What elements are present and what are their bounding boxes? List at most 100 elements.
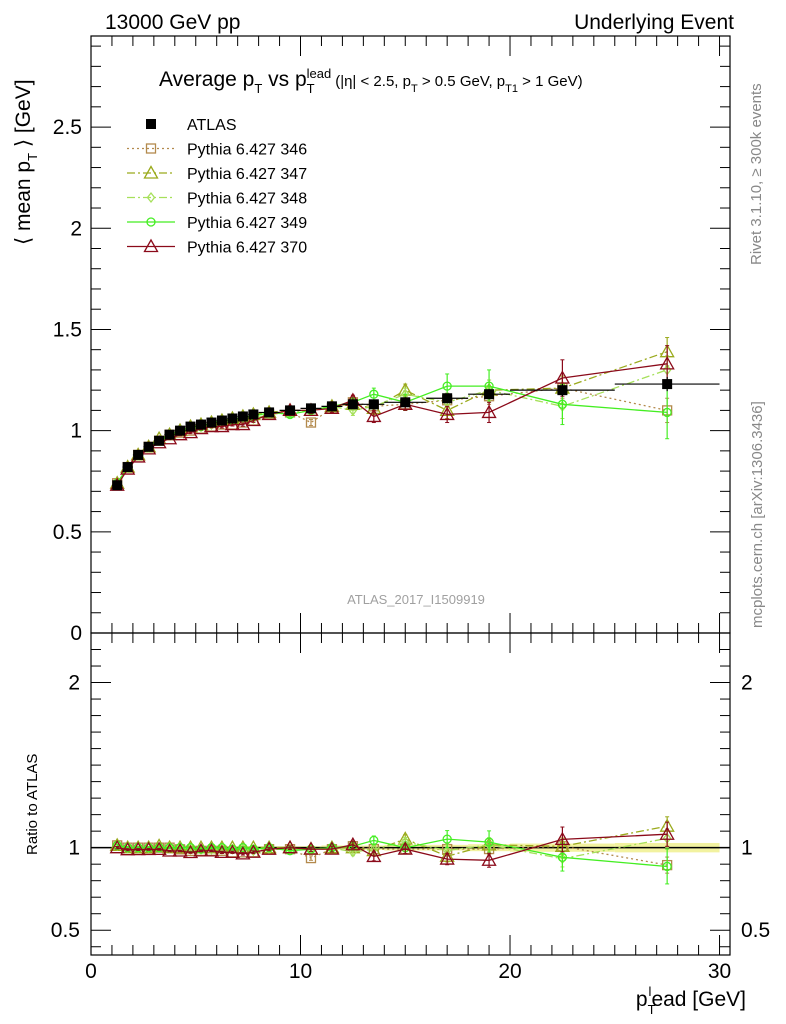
legend-label: Pythia 6.427 348 [187, 191, 307, 208]
title-cuts-sub2: T1 [505, 83, 518, 95]
series-line [116, 385, 668, 484]
data-point [227, 413, 238, 424]
data-point [120, 841, 136, 856]
data-point [182, 844, 199, 859]
data-point [369, 835, 379, 846]
data-point [366, 848, 382, 863]
main-y-tick-label: 0.5 [53, 521, 82, 544]
data-point [305, 417, 317, 428]
data-point [282, 839, 298, 854]
data-point [235, 846, 251, 860]
data-point [662, 861, 672, 872]
xlabel-pre: p [636, 988, 648, 1011]
data-point [554, 831, 571, 846]
data-point [285, 405, 296, 416]
main-series-p346 [112, 377, 673, 489]
data-point [235, 416, 251, 431]
ratio-y-tick-label-right: 2 [741, 672, 753, 695]
data-point [345, 836, 361, 851]
legend-label: Pythia 6.427 370 [187, 240, 307, 257]
data-point [245, 844, 261, 858]
ylabel-sub: T [25, 153, 40, 161]
data-point [368, 399, 379, 410]
data-point [326, 401, 337, 412]
data-point [206, 417, 217, 428]
data-point [347, 399, 358, 410]
main-series-p347 [109, 337, 675, 489]
data-point [154, 435, 165, 446]
data-point [203, 839, 220, 854]
legend-marker [143, 238, 159, 253]
ylabel-pre: ⟨ mean p [12, 161, 35, 245]
data-point [439, 851, 455, 865]
data-point [214, 418, 230, 433]
data-point [484, 837, 494, 847]
title-cuts: (|η| < 2.5, p [335, 73, 411, 90]
data-point [203, 843, 220, 857]
data-point [400, 397, 411, 408]
x-axis-label: pTlead [GeV] [636, 984, 746, 1017]
data-point [442, 393, 453, 404]
main-y-tick-label: 1 [70, 420, 82, 443]
data-point [112, 480, 123, 491]
x-tick-label: 0 [85, 960, 97, 983]
mcplots-label: mcplots.cern.ch [arXiv:1306.3436] [749, 401, 766, 628]
legend: ATLAS Pythia 6.427 346 Pythia 6.427 347 Pyt… [127, 117, 307, 257]
data-point [366, 408, 382, 423]
data-point [133, 449, 144, 460]
data-point [172, 843, 188, 857]
data-point [248, 409, 259, 420]
data-point [238, 843, 248, 853]
x-tick-label: 10 [289, 960, 312, 983]
legend-entry-p370: Pythia 6.427 370 [127, 238, 307, 257]
data-point [224, 416, 241, 431]
data-point [161, 843, 178, 857]
legend-marker [143, 165, 159, 179]
data-point [143, 441, 154, 452]
ratio-y-tick-label-right: 0.5 [741, 919, 770, 942]
data-point [130, 841, 146, 856]
main-y-tick-label: 2 [70, 217, 82, 240]
legend-marker [145, 143, 157, 154]
data-point [193, 843, 209, 857]
title-cuts-sub1: T [411, 83, 418, 95]
main-y-tick-label: 0 [70, 622, 82, 645]
data-point [214, 844, 230, 859]
data-point [185, 421, 196, 432]
axis-tick-labels: 0 10 20 3000.511.522.50.5 0.51 12 2 [51, 116, 770, 983]
data-point [164, 429, 175, 440]
data-point [237, 411, 248, 422]
legend-entry-p347: Pythia 6.427 347 [127, 165, 307, 183]
legend-label: Pythia 6.427 347 [187, 166, 307, 183]
xlabel-sub: T [648, 1002, 656, 1017]
title-sub2: T [307, 81, 315, 96]
title-main: Average p [159, 68, 254, 91]
main-data-layer [109, 337, 720, 491]
main-y-tick-label: 2.5 [53, 116, 82, 139]
series-line [116, 351, 668, 484]
ratio-y-tick-label-left: 0.5 [51, 919, 80, 942]
data-point [109, 839, 125, 854]
main-y-tick-label: 1.5 [53, 318, 82, 341]
data-point [151, 841, 167, 856]
legend-entry-p349: Pythia 6.427 349 [127, 215, 307, 232]
data-point [175, 425, 186, 436]
legend-label: ATLAS [187, 117, 237, 134]
data-point [305, 403, 316, 414]
ratio-plot-frame [90, 632, 731, 956]
legend-entry-p348: Pythia 6.427 348 [127, 191, 307, 208]
legend-entry-atlas: ATLAS [146, 117, 237, 134]
data-point [481, 404, 497, 419]
data-point [557, 399, 568, 409]
data-point [481, 852, 497, 866]
data-point [224, 844, 241, 858]
x-tick-label: 20 [498, 960, 521, 983]
data-point [348, 846, 358, 858]
main-y-axis-label: ⟨ mean pT ⟩ [GeV] [12, 79, 40, 245]
x-tick-label: 30 [708, 960, 731, 983]
ratio-series-p370 [109, 821, 675, 868]
data-point [557, 852, 568, 862]
legend-entry-p346: Pythia 6.427 346 [127, 142, 307, 159]
data-point [182, 424, 199, 439]
